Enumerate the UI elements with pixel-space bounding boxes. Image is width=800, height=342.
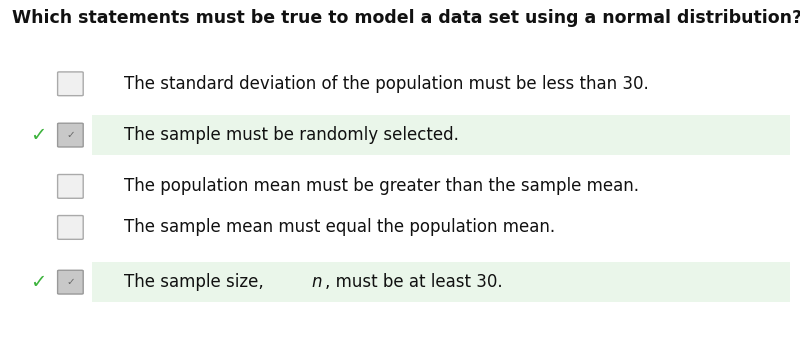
Text: The sample mean must equal the population mean.: The sample mean must equal the populatio… <box>124 219 555 236</box>
Text: ✓: ✓ <box>30 126 46 145</box>
FancyBboxPatch shape <box>58 123 83 147</box>
Text: The sample size,: The sample size, <box>124 273 269 291</box>
FancyBboxPatch shape <box>58 215 83 239</box>
FancyBboxPatch shape <box>58 72 83 96</box>
Text: n: n <box>311 273 322 291</box>
FancyBboxPatch shape <box>92 263 790 302</box>
Text: ✓: ✓ <box>66 277 74 287</box>
Text: The sample must be randomly selected.: The sample must be randomly selected. <box>124 126 459 144</box>
Text: ✓: ✓ <box>66 130 74 140</box>
Text: The population mean must be greater than the sample mean.: The population mean must be greater than… <box>124 177 639 195</box>
FancyBboxPatch shape <box>58 270 83 294</box>
FancyBboxPatch shape <box>58 174 83 198</box>
Text: The standard deviation of the population must be less than 30.: The standard deviation of the population… <box>124 75 649 93</box>
Text: , must be at least 30.: , must be at least 30. <box>325 273 502 291</box>
Text: ✓: ✓ <box>30 273 46 292</box>
Text: Which statements must be true to model a data set using a normal distribution?: Which statements must be true to model a… <box>12 9 800 27</box>
FancyBboxPatch shape <box>92 116 790 155</box>
